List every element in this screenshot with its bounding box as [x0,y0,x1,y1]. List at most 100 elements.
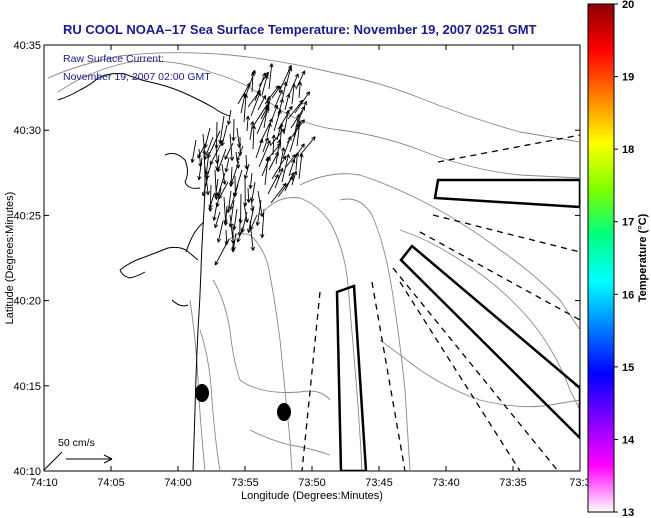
current-arrow [214,238,230,266]
current-arrow [255,199,262,226]
current-arrow [231,118,236,142]
current-arrow [226,109,232,125]
x-tick-label: 74:10 [30,477,58,489]
current-arrow [270,104,279,123]
current-arrow [250,181,256,203]
current-arrow [208,193,215,209]
current-arrow [257,95,267,111]
current-arrow [258,71,269,87]
current-arrow [267,174,279,195]
colorbar-label: Temperature (°C) [637,213,649,302]
current-arrow [295,152,300,171]
station-marker [277,403,291,421]
current-arrow [216,172,226,197]
current-arrow [209,139,224,166]
coastline [44,73,231,471]
current-arrow [245,115,251,132]
current-arrow [292,143,305,162]
current-arrow [216,220,224,243]
current-arrow [236,226,244,243]
y-axis-ticks: 40:35 40:30 40:25 40:20 40:15 40:10 [13,40,580,478]
current-arrow [203,136,214,161]
plot-area [43,44,581,472]
annotation-line2: November 19, 2007 02:00 GMT [63,71,211,83]
bathymetry-contours [47,52,580,471]
current-arrow [299,136,316,156]
current-arrow [251,125,257,150]
current-arrow [201,175,209,197]
current-arrow [281,154,290,183]
current-arrow [226,190,232,213]
current-arrow [214,211,221,229]
annotation-line1: Raw Surface Current: [63,53,164,65]
current-arrow [220,124,228,147]
current-arrow [230,160,240,186]
x-tick-label: 73:40 [432,477,460,489]
x-tick-label: 74:05 [97,477,125,489]
y-tick-label: 40:35 [13,40,41,52]
current-arrow [232,208,238,231]
y-tick-label: 40:20 [13,296,41,308]
station-marker [195,384,209,402]
current-arrow [271,134,276,156]
y-tick-label: 40:30 [13,125,41,137]
current-arrow [291,170,298,186]
colorbar-tick-label: 13 [622,507,634,518]
current-arrow [266,96,272,114]
colorbar [587,3,615,513]
current-arrow [258,140,271,168]
current-arrow [278,147,286,174]
current-arrow [246,187,251,203]
current-arrow [294,91,311,114]
colorbar-tick-label: 20 [622,0,634,11]
current-arrow [224,142,234,160]
current-arrow [231,232,237,251]
current-arrow [274,167,284,189]
scale-label: 50 cm/s [58,437,95,449]
current-arrow [207,130,221,159]
scale-arrow [66,454,113,464]
y-tick-label: 40:10 [13,466,41,478]
current-arrow [218,181,229,200]
current-arrow [260,208,265,239]
current-arrow [238,193,243,224]
colorbar-tick-label: 18 [622,144,634,156]
x-tick-label: 73:3 [569,477,590,489]
current-arrow [236,145,244,162]
x-tick-label: 73:50 [298,477,326,489]
x-tick-label: 73:35 [499,477,527,489]
current-arrow [249,214,258,231]
colorbar-tick-label: 15 [622,362,634,374]
current-arrow [291,83,296,105]
exclusion-zones [335,178,580,471]
current-arrow [271,155,287,180]
colorbar-tick-label: 14 [622,434,635,446]
current-arrow [203,127,211,149]
current-arrow [295,70,306,90]
x-tick-label: 74:00 [164,477,192,489]
current-arrow [268,63,274,90]
current-arrow [261,74,269,96]
current-arrow [280,105,293,126]
x-axis-label: Longitude (Degrees:Minutes) [241,490,383,502]
colorbar-tick-label: 16 [622,289,634,301]
x-tick-label: 73:55 [231,477,259,489]
current-arrow [266,122,272,138]
current-arrow [243,163,250,180]
dashed-lines [301,134,580,471]
colorbar-ticks: 20 19 18 17 16 15 14 13 [614,0,635,518]
current-arrow [283,110,290,135]
current-arrow [240,211,248,233]
current-arrow [274,89,283,108]
current-arrow [296,120,302,147]
current-arrow [197,157,203,181]
current-arrow [250,71,256,93]
x-axis-ticks: 74:10 74:05 74:00 73:55 73:50 73:45 73:40 73:35… [30,45,591,489]
colorbar-tick-label: 19 [622,72,634,84]
current-arrow [232,169,243,198]
current-arrow [298,153,304,180]
current-arrow [218,115,225,144]
x-tick-label: 73:45 [365,477,393,489]
current-arrow [297,81,303,99]
